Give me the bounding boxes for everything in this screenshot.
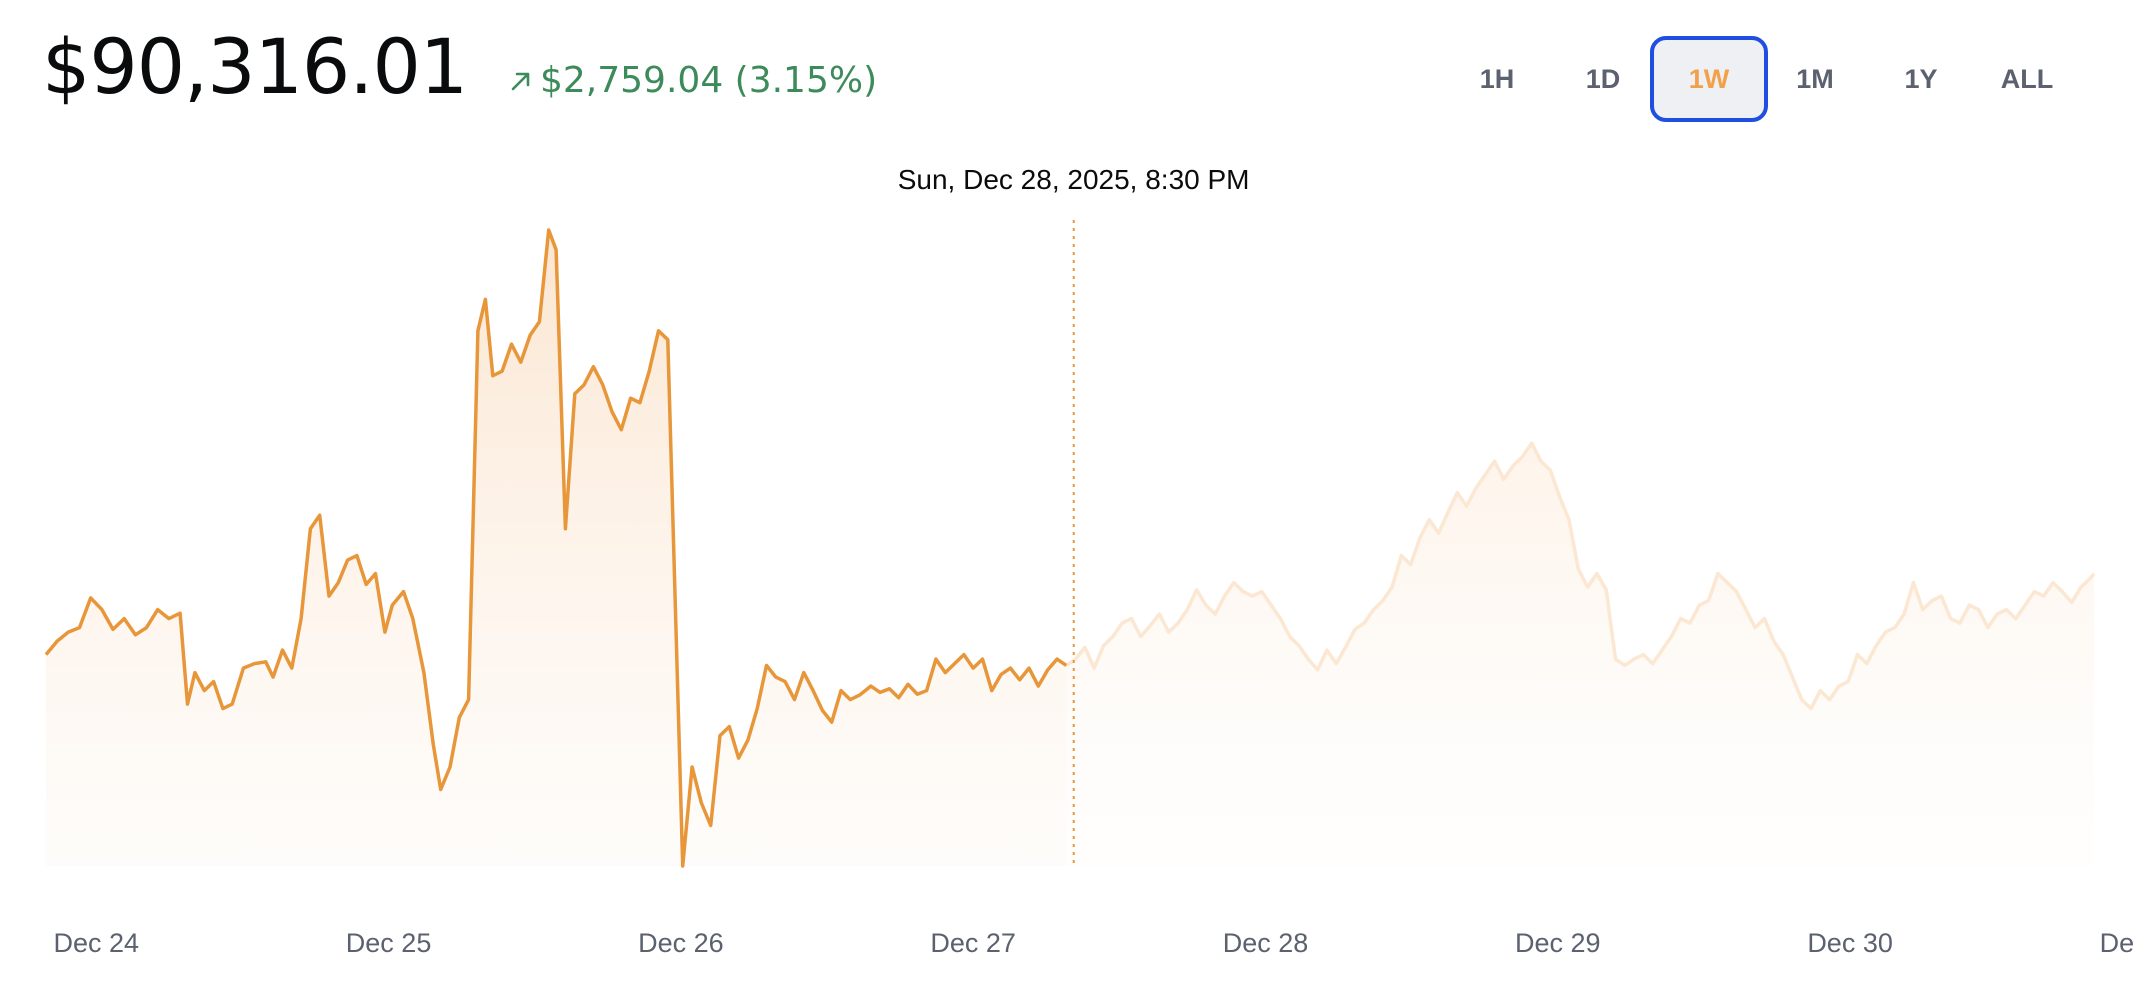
x-tick-label: Dec 30 (1807, 928, 1893, 958)
x-tick-label: Dec 28 (1222, 928, 1309, 958)
range-1y-button[interactable]: 1Y (1904, 63, 1938, 94)
range-1m-button[interactable]: 1M (1796, 63, 1834, 94)
chart-area-fill (46, 230, 1067, 866)
time-range-selector: 1H 1D 1W 1M 1Y ALL (1444, 36, 2080, 122)
x-tick-label: Dec 29 (1515, 928, 1601, 958)
range-1w-button[interactable]: 1W (1650, 36, 1768, 122)
x-tick-label: Dec 26 (638, 928, 724, 958)
series-line (44, 228, 1068, 868)
range-all-button[interactable]: ALL (2000, 63, 2054, 94)
price-change: $2,759.04 (3.15%) (508, 60, 877, 101)
x-tick-label: Dec 27 (930, 928, 1016, 958)
price-change-text: $2,759.04 (3.15%) (540, 60, 878, 101)
x-tick-label: Dec 24 (53, 928, 140, 958)
current-price: $90,316.01 (42, 22, 468, 111)
x-tick-label: Dec 25 (345, 928, 432, 958)
range-1d-button[interactable]: 1D (1585, 63, 1621, 94)
x-tick-label: Dec 31 (2099, 928, 2134, 958)
arrow-up-right-icon (508, 68, 534, 94)
range-1h-button[interactable]: 1H (1479, 63, 1515, 94)
hover-timestamp: Sun, Dec 28, 2025, 8:30 PM (897, 164, 1250, 195)
x-axis: Dec 24 Dec 25 Dec 26 Dec 27 Dec 28 Dec 2… (0, 928, 2134, 968)
chart-area-fill-faded (1066, 443, 2094, 866)
series-line-faded (1065, 441, 2096, 711)
